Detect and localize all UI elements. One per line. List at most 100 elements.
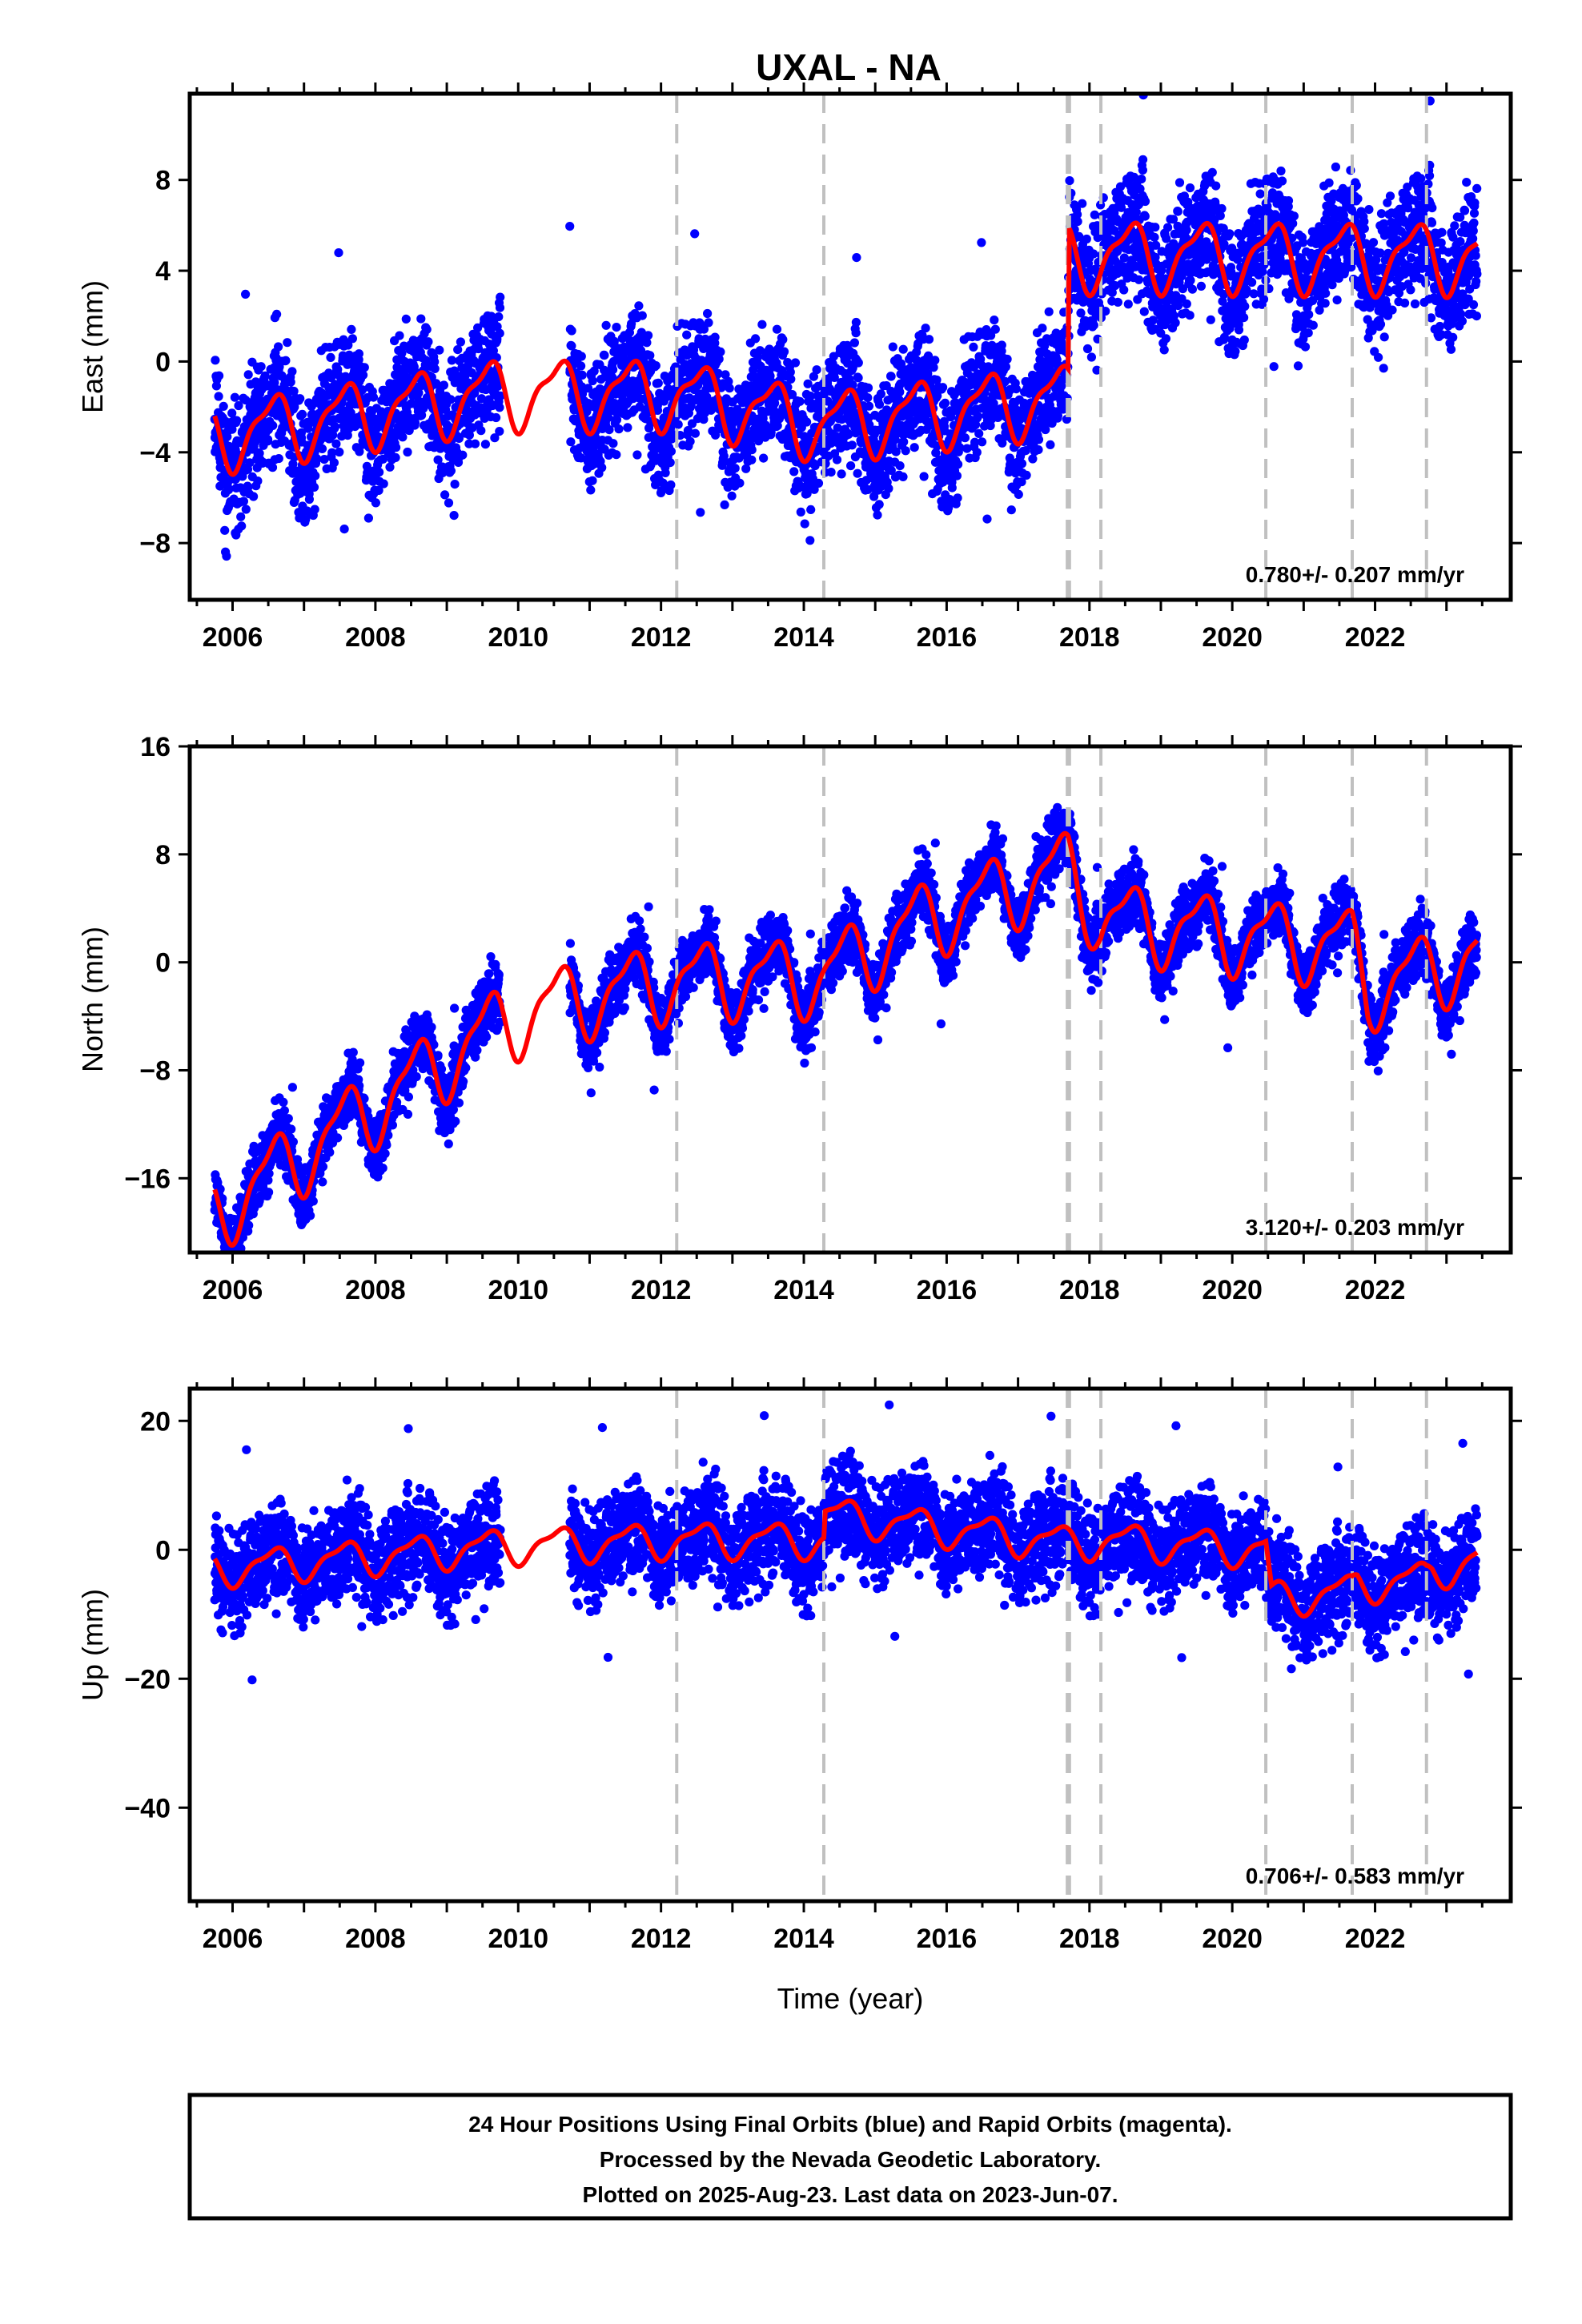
data-point — [873, 510, 882, 520]
data-point — [1331, 162, 1340, 172]
data-point — [644, 331, 653, 340]
data-point — [495, 403, 504, 412]
data-point — [1387, 305, 1397, 315]
data-point — [1148, 316, 1158, 325]
data-point — [874, 500, 884, 509]
data-point — [851, 328, 861, 338]
data-point — [1150, 232, 1159, 242]
data-point — [1364, 205, 1374, 215]
data-point — [952, 471, 962, 480]
data-point — [751, 334, 761, 344]
data-point — [1034, 445, 1043, 455]
data-point — [492, 322, 502, 332]
data-point — [1207, 167, 1217, 177]
data-point — [852, 253, 861, 263]
data-point — [1140, 196, 1150, 207]
data-point — [747, 455, 757, 464]
data-point — [1137, 175, 1146, 184]
data-point — [1324, 178, 1334, 187]
data-point — [241, 396, 251, 405]
data-point — [403, 447, 412, 457]
data-point — [495, 303, 505, 312]
data-point — [290, 402, 299, 412]
data-point — [211, 356, 220, 365]
data-point — [417, 410, 427, 420]
data-point — [1303, 328, 1313, 338]
data-point — [990, 324, 1000, 334]
data-point — [786, 374, 796, 384]
data-point — [1293, 361, 1303, 371]
data-point — [1231, 347, 1240, 356]
data-point — [368, 392, 379, 402]
data-point — [805, 536, 815, 545]
data-point — [283, 338, 292, 348]
data-point — [685, 436, 695, 446]
data-point — [940, 398, 950, 408]
data-point — [1308, 320, 1318, 330]
data-point — [567, 341, 576, 351]
data-point — [260, 371, 270, 380]
data-point — [392, 363, 402, 372]
data-point — [1259, 295, 1269, 304]
data-point — [1186, 275, 1195, 285]
data-point — [973, 412, 983, 421]
data-point — [473, 323, 483, 332]
data-point — [795, 396, 805, 406]
data-point — [846, 461, 856, 471]
data-point — [232, 416, 242, 425]
data-point — [440, 490, 450, 500]
data-point — [651, 361, 661, 371]
data-point — [1017, 459, 1027, 468]
data-point — [214, 392, 223, 401]
data-point — [435, 345, 444, 355]
data-point — [863, 383, 873, 392]
data-point — [947, 483, 957, 493]
data-point — [335, 447, 344, 457]
data-point — [334, 248, 343, 258]
data-point — [495, 427, 504, 436]
data-point — [347, 324, 356, 334]
data-point — [224, 485, 234, 495]
data-point — [379, 479, 388, 489]
data-point — [977, 238, 986, 247]
data-point — [237, 521, 247, 531]
data-point — [1038, 324, 1047, 333]
data-point — [796, 507, 805, 517]
data-point — [215, 457, 225, 467]
data-point — [666, 447, 677, 456]
data-point — [309, 482, 319, 493]
data-point — [253, 476, 263, 486]
data-point — [612, 415, 622, 424]
data-point — [287, 367, 297, 376]
data-point — [1090, 210, 1099, 219]
data-point — [720, 500, 729, 510]
data-point — [778, 335, 788, 344]
data-point — [632, 450, 642, 460]
data-point — [1150, 223, 1160, 232]
data-point — [1134, 275, 1144, 284]
data-point — [454, 433, 464, 444]
data-point — [355, 447, 364, 456]
data-point — [422, 324, 432, 334]
data-point — [802, 417, 812, 427]
data-point — [494, 312, 504, 322]
data-point — [901, 446, 910, 456]
data-point — [634, 301, 644, 311]
data-point — [1353, 194, 1363, 203]
data-point — [1379, 332, 1389, 342]
data-point — [245, 458, 255, 468]
data-point — [215, 371, 224, 380]
data-point — [410, 418, 420, 428]
data-point — [690, 428, 701, 438]
data-point — [772, 324, 782, 334]
data-point — [895, 461, 905, 471]
data-point — [358, 385, 367, 395]
data-point — [391, 443, 401, 452]
data-point — [757, 320, 767, 329]
data-point — [1011, 384, 1021, 394]
data-point — [588, 476, 597, 485]
data-point — [1073, 217, 1082, 227]
data-point — [363, 513, 373, 523]
data-point — [446, 395, 456, 404]
data-point — [682, 330, 692, 340]
